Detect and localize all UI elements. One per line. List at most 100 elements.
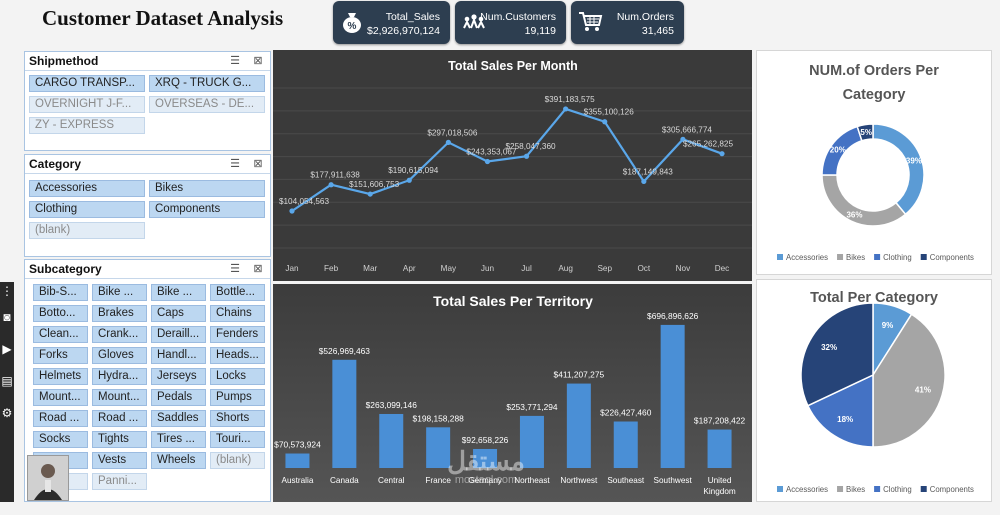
slicer-item[interactable]: XRQ - TRUCK G...: [149, 75, 265, 92]
slicer-item[interactable]: Heads...: [210, 347, 265, 364]
slicer-item[interactable]: Locks: [210, 368, 265, 385]
clear-filter-icon[interactable]: ⊠: [253, 263, 263, 275]
slicer-item[interactable]: (blank): [210, 452, 265, 469]
x-tick-label: Oct: [637, 264, 650, 273]
bar: [285, 453, 310, 468]
slicer-item[interactable]: Mount...: [33, 389, 88, 406]
slicer-item[interactable]: Forks: [33, 347, 88, 364]
slicer-item[interactable]: Caps: [151, 305, 206, 322]
slicer-item[interactable]: OVERSEAS - DE...: [149, 96, 265, 113]
slicer-item[interactable]: Hydra...: [92, 368, 147, 385]
slice-label: 41%: [915, 386, 931, 395]
x-tick-label: Southwest: [654, 476, 693, 485]
data-label: $187,208,422: [694, 416, 746, 426]
slicer-item[interactable]: Mount...: [92, 389, 147, 406]
slicer-item[interactable]: Bike ...: [92, 284, 147, 301]
multi-select-icon[interactable]: ☰: [230, 158, 240, 170]
avatar: [27, 455, 69, 501]
x-tick-label: Jan: [285, 264, 299, 273]
slicer-item[interactable]: Vests: [92, 452, 147, 469]
slicer-item[interactable]: Bikes: [149, 180, 265, 197]
folder-icon[interactable]: ▤: [1, 374, 13, 388]
x-tick-label: Dec: [715, 264, 730, 273]
more-icon[interactable]: ⋮: [1, 284, 13, 298]
slicer-item[interactable]: Clothing: [29, 201, 145, 218]
slicer-item[interactable]: Wheels: [151, 452, 206, 469]
slicer-item[interactable]: Touri...: [210, 431, 265, 448]
slicer-item[interactable]: Components: [149, 201, 265, 218]
legend-swatch: [920, 254, 927, 260]
kpi-num-orders: Num.Orders 31,465: [571, 1, 684, 44]
video-icon[interactable]: ▶: [2, 342, 12, 356]
kpi-label: Total_Sales: [385, 11, 440, 23]
x-tick-label: Germany: [468, 476, 503, 485]
clear-filter-icon[interactable]: ⊠: [253, 158, 263, 170]
slicer-item[interactable]: Crank...: [92, 326, 147, 343]
bar: [379, 413, 404, 468]
x-tick-label: Northeast: [514, 476, 550, 485]
slicer-item[interactable]: Bottle...: [210, 284, 265, 301]
slicer-item[interactable]: Helmets: [33, 368, 88, 385]
data-label: $526,969,463: [319, 346, 371, 356]
slicer-item[interactable]: Road ...: [33, 410, 88, 427]
x-tick-label: Central: [378, 476, 405, 485]
slicer-item[interactable]: Handl...: [151, 347, 206, 364]
slicer-item[interactable]: Pedals: [151, 389, 206, 406]
slicer-item[interactable]: Chains: [210, 305, 265, 322]
slicer-item[interactable]: Bib-S...: [33, 284, 88, 301]
slicer-item[interactable]: Socks: [33, 431, 88, 448]
money-bag-icon: %: [343, 13, 361, 33]
legend-swatch: [874, 486, 881, 492]
data-label: $696,896,626: [647, 311, 699, 321]
pie-slice: [800, 302, 874, 407]
data-point: [406, 177, 412, 183]
data-label: $411,207,275: [554, 370, 605, 380]
slicer-item[interactable]: ZY - EXPRESS: [29, 117, 145, 134]
legend-swatch: [920, 486, 927, 492]
slicer-item[interactable]: Bike ...: [151, 284, 206, 301]
divider: [25, 70, 270, 71]
data-label: $104,054,563: [279, 197, 330, 206]
multi-select-icon[interactable]: ☰: [230, 55, 240, 67]
slicer-item[interactable]: Deraill...: [151, 326, 206, 343]
legend-label: Clothing: [883, 253, 912, 262]
legend-label: Components: [930, 485, 974, 494]
data-label: $305,666,774: [662, 125, 713, 134]
data-label: $151,606,753: [349, 180, 400, 189]
data-label: $253,771,294: [506, 402, 558, 412]
multi-select-icon[interactable]: ☰: [230, 263, 240, 275]
slicer-item[interactable]: Gloves: [92, 347, 147, 364]
slicer-item[interactable]: Brakes: [92, 305, 147, 322]
slicer-item[interactable]: (blank): [29, 222, 145, 239]
x-tick-label: Apr: [403, 264, 416, 273]
chart-title: NUM.of Orders Per Category: [809, 63, 939, 103]
sales-per-territory-panel: Total Sales Per Territory $70,573,924 Aus…: [273, 284, 752, 502]
slicer-item[interactable]: OVERNIGHT J-F...: [29, 96, 145, 113]
slicer-item[interactable]: CARGO TRANSP...: [29, 75, 145, 92]
bar: [426, 427, 451, 468]
slicer-item[interactable]: Jerseys: [151, 368, 206, 385]
slicer-item[interactable]: Pumps: [210, 389, 265, 406]
clear-filter-icon[interactable]: ⊠: [253, 55, 263, 67]
data-label: $190,615,094: [388, 166, 439, 175]
legend-swatch: [874, 254, 881, 260]
slicer-item[interactable]: Shorts: [210, 410, 265, 427]
slicer-item[interactable]: Tires ...: [151, 431, 206, 448]
slicer-item[interactable]: Panni...: [92, 473, 147, 490]
x-tick-label: United: [708, 476, 732, 485]
legend-swatch: [777, 254, 783, 260]
x-tick-label: Australia: [282, 476, 314, 485]
slicer-item[interactable]: Accessories: [29, 180, 145, 197]
slicer-item[interactable]: Saddles: [151, 410, 206, 427]
slicer-item[interactable]: Road ...: [92, 410, 147, 427]
slice-label: 36%: [846, 210, 862, 219]
slicer-item[interactable]: Tights: [92, 431, 147, 448]
slicer-item[interactable]: Botto...: [33, 305, 88, 322]
slicer-item[interactable]: Clean...: [33, 326, 88, 343]
data-label: $265,262,825: [683, 140, 734, 149]
slicer-item[interactable]: Fenders: [210, 326, 265, 343]
x-tick-label: Canada: [330, 476, 359, 485]
pie-slice: [821, 174, 907, 227]
gear-icon[interactable]: ⚙: [1, 406, 13, 420]
camera-icon[interactable]: ◙: [3, 310, 11, 324]
